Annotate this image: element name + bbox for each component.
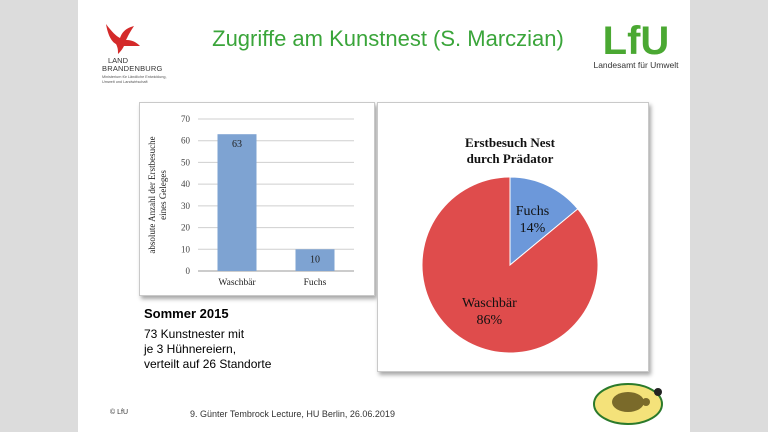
- lfu-logo-text: LfU: [603, 19, 670, 60]
- notes-line: verteilt auf 26 Standorte: [144, 357, 272, 371]
- bar-chart-frame: 0 10 20 30 40 50 60 70 63 Waschbär 10 Fuchs absolute…: [139, 102, 375, 296]
- y-tick-label: 60: [181, 136, 191, 146]
- y-tick-label: 70: [181, 114, 191, 124]
- y-axis-label: absolute Anzahl der Erstbesucheeines Gel…: [147, 136, 168, 253]
- logo-line-3: Ministerium für Ländliche Entwicklung, U…: [102, 75, 167, 84]
- logo-line-2: BRANDENBURG: [102, 64, 163, 73]
- brandenburg-logo: LAND BRANDENBURG Ministerium für Ländlic…: [102, 22, 174, 92]
- naturschutzstation-logo: [588, 378, 668, 426]
- y-tick-label: 10: [181, 244, 191, 254]
- slide-title: Zugriffe am Kunstnest (S. Marczian): [212, 26, 564, 51]
- slide: LAND BRANDENBURG Ministerium für Ländlic…: [78, 0, 690, 432]
- bar: [217, 134, 257, 271]
- pie-slice: [421, 176, 599, 354]
- notes-line: je 3 Hühnereiern,: [144, 342, 237, 356]
- bar-data-label: 10: [310, 254, 320, 265]
- pie-slice-value: 14%: [520, 221, 546, 236]
- y-tick-label: 20: [181, 223, 191, 233]
- pie-slice-label: Waschbär: [462, 296, 517, 311]
- x-tick-label: Fuchs: [304, 278, 327, 288]
- notes: Sommer 2015 73 Kunstnester mit je 3 Hühn…: [144, 306, 271, 372]
- bar-data-label: 63: [232, 139, 242, 150]
- lfu-logo-mark: LfU: [603, 19, 670, 63]
- logo-line-1: LAND: [108, 56, 129, 65]
- pie-chart-frame: Erstbesuch Nest durch Prädator Fuchs 14% Was…: [377, 102, 649, 372]
- y-tick-label: 40: [181, 179, 191, 189]
- y-tick-label: 50: [181, 157, 191, 167]
- pie-title: Erstbesuch Nest: [465, 135, 556, 150]
- notes-heading: Sommer 2015: [144, 306, 229, 321]
- pie-title: durch Prädator: [467, 151, 554, 166]
- copyright: © LfU: [110, 409, 128, 416]
- x-tick-label: Waschbär: [218, 278, 256, 288]
- lfu-logo: LfU Landesamt für Umwelt: [588, 18, 684, 74]
- eagle-icon: [106, 24, 140, 54]
- bar-chart: 0 10 20 30 40 50 60 70 63 Waschbär 10 Fuchs absolute…: [147, 114, 354, 288]
- y-tick-label: 30: [181, 201, 191, 211]
- lfu-logo-subtitle: Landesamt für Umwelt: [593, 60, 679, 70]
- pie-slice-value: 86%: [477, 313, 503, 328]
- pie-slice: [509, 176, 579, 267]
- y-tick-label: 0: [186, 266, 191, 276]
- notes-line: 73 Kunstnester mit: [144, 327, 245, 341]
- turtle-logo-icon: [593, 383, 663, 425]
- bar: [295, 249, 335, 271]
- pie-slice-label: Fuchs: [516, 204, 549, 219]
- footer-text: 9. Günter Tembrock Lecture, HU Berlin, 2…: [190, 409, 395, 419]
